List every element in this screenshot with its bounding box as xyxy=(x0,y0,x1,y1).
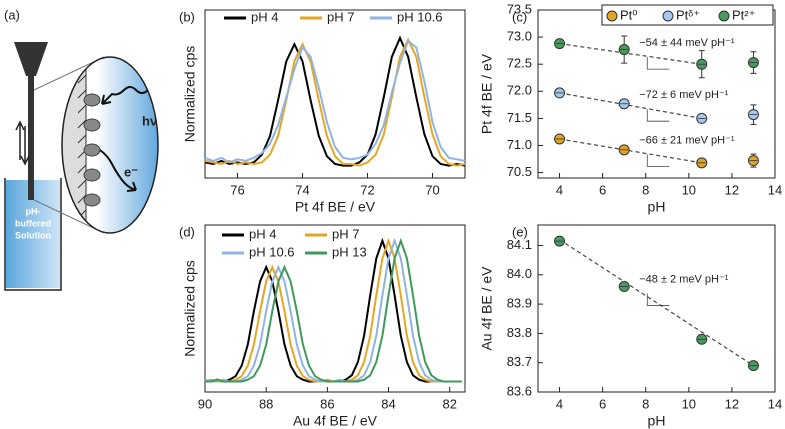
schematic: (a) hν e⁻ pH- buffered Solution xyxy=(4,7,159,291)
solution-label: pH- xyxy=(26,206,41,216)
y-tick-label: 72.5 xyxy=(507,56,532,71)
plot-frame xyxy=(537,224,776,393)
sample-rod xyxy=(28,76,34,200)
legend-label: Pt⁰ xyxy=(620,7,638,22)
slope-label: −54 ± 44 meV pH⁻¹ xyxy=(639,37,735,49)
x-tick-label: 82 xyxy=(442,396,456,411)
legend-swatch xyxy=(606,10,618,22)
x-tick-label: 90 xyxy=(198,396,212,411)
plot-frame xyxy=(204,224,466,393)
fit-line xyxy=(559,92,702,119)
x-tick-label: 12 xyxy=(725,182,739,197)
spectrum xyxy=(204,39,466,164)
legend-label: pH 13 xyxy=(332,244,367,259)
y-tick-label: 83.6 xyxy=(507,383,532,398)
analyzer xyxy=(14,42,48,76)
electron-label: e⁻ xyxy=(124,164,138,179)
x-tick-label: 4 xyxy=(556,396,563,411)
legend-label: pH 7 xyxy=(332,226,359,241)
x-axis-label: pH xyxy=(648,413,666,429)
x-axis-label: Pt 4f BE / eV xyxy=(295,199,376,215)
x-tick-label: 76 xyxy=(230,182,244,197)
legend-label: Ptᵟ⁺ xyxy=(676,7,700,22)
x-tick-label: 84 xyxy=(381,396,395,411)
panel-label: (a) xyxy=(4,7,20,22)
panel-label: (d) xyxy=(179,224,195,239)
y-axis-label: Pt 4f BE / eV xyxy=(479,53,495,134)
y-axis-label: Normalized cps xyxy=(182,260,198,356)
y-axis-label: Au 4f BE / eV xyxy=(479,266,495,351)
photon-label: hν xyxy=(142,113,157,128)
panel-label: (c) xyxy=(512,9,527,24)
arrow-up xyxy=(15,120,25,160)
y-tick-label: 73.0 xyxy=(507,29,532,44)
y-tick-label: 71.5 xyxy=(507,110,532,125)
y-tick-label: 83.8 xyxy=(507,325,532,340)
photon-arrow xyxy=(101,86,149,105)
slope-label: −72 ± 6 meV pH⁻¹ xyxy=(639,89,729,101)
panel-label: (e) xyxy=(512,224,528,239)
fit-line xyxy=(559,239,754,367)
legend-label: pH 4 xyxy=(249,226,276,241)
x-tick-label: 6 xyxy=(599,396,606,411)
legend-label: pH 4 xyxy=(251,9,278,24)
y-tick-label: 84.1 xyxy=(507,237,532,252)
x-tick-label: 10 xyxy=(682,182,696,197)
panel-label: (b) xyxy=(179,9,195,24)
x-tick-label: 88 xyxy=(259,396,273,411)
y-tick-label: 83.9 xyxy=(507,296,532,311)
fit-line xyxy=(559,138,702,164)
y-tick-label: 72.0 xyxy=(507,83,532,98)
x-tick-label: 14 xyxy=(768,396,782,411)
slope-label: −48 ± 2 meV pH⁻¹ xyxy=(639,273,729,285)
zoom xyxy=(62,57,158,233)
legend-swatch xyxy=(718,10,730,22)
slope-triangle xyxy=(646,57,670,70)
x-tick-label: 72 xyxy=(360,182,374,197)
y-tick-label: 70.5 xyxy=(507,164,532,179)
y-tick-label: 83.7 xyxy=(507,354,532,369)
x-tick-label: 8 xyxy=(642,182,649,197)
beaker xyxy=(4,178,62,291)
legend-box xyxy=(601,4,774,26)
zoom-outline xyxy=(61,56,159,234)
slope-triangle xyxy=(646,293,670,306)
legend-label: pH 10.6 xyxy=(249,244,295,259)
y-axis-label: Normalized cps xyxy=(182,46,198,142)
spectrum xyxy=(205,237,462,383)
slope-label: −66 ± 21 meV pH⁻¹ xyxy=(639,134,735,146)
slope-triangle xyxy=(646,109,670,122)
x-tick-label: 6 xyxy=(599,182,606,197)
x-tick-label: 12 xyxy=(725,396,739,411)
x-tick-label: 86 xyxy=(320,396,334,411)
solution-label: Solution xyxy=(15,230,51,240)
spectrum xyxy=(205,237,462,383)
legend-label: Pt²⁺ xyxy=(732,7,755,22)
y-tick-label: 84.0 xyxy=(507,266,532,281)
x-tick-label: 8 xyxy=(642,396,649,411)
x-tick-label: 74 xyxy=(295,182,309,197)
solution-label: buffered xyxy=(15,218,51,228)
arrow-down xyxy=(20,126,30,166)
legend-swatch xyxy=(662,10,674,22)
x-axis-label: pH xyxy=(648,199,666,215)
x-axis-label: Au 4f BE / eV xyxy=(293,413,378,429)
x-tick-label: 70 xyxy=(425,182,439,197)
legend-label: pH 7 xyxy=(327,9,354,24)
electron-arrow xyxy=(99,149,137,192)
fit-line xyxy=(559,43,702,65)
y-tick-label: 73.5 xyxy=(507,1,532,16)
slope-triangle xyxy=(646,154,670,167)
plot-frame xyxy=(204,9,466,179)
spectrum xyxy=(204,37,466,167)
y-tick-label: 71.0 xyxy=(507,137,532,152)
legend-label: pH 10.6 xyxy=(397,9,443,24)
x-tick-label: 14 xyxy=(768,182,782,197)
x-tick-label: 10 xyxy=(682,396,696,411)
x-tick-label: 4 xyxy=(556,182,563,197)
